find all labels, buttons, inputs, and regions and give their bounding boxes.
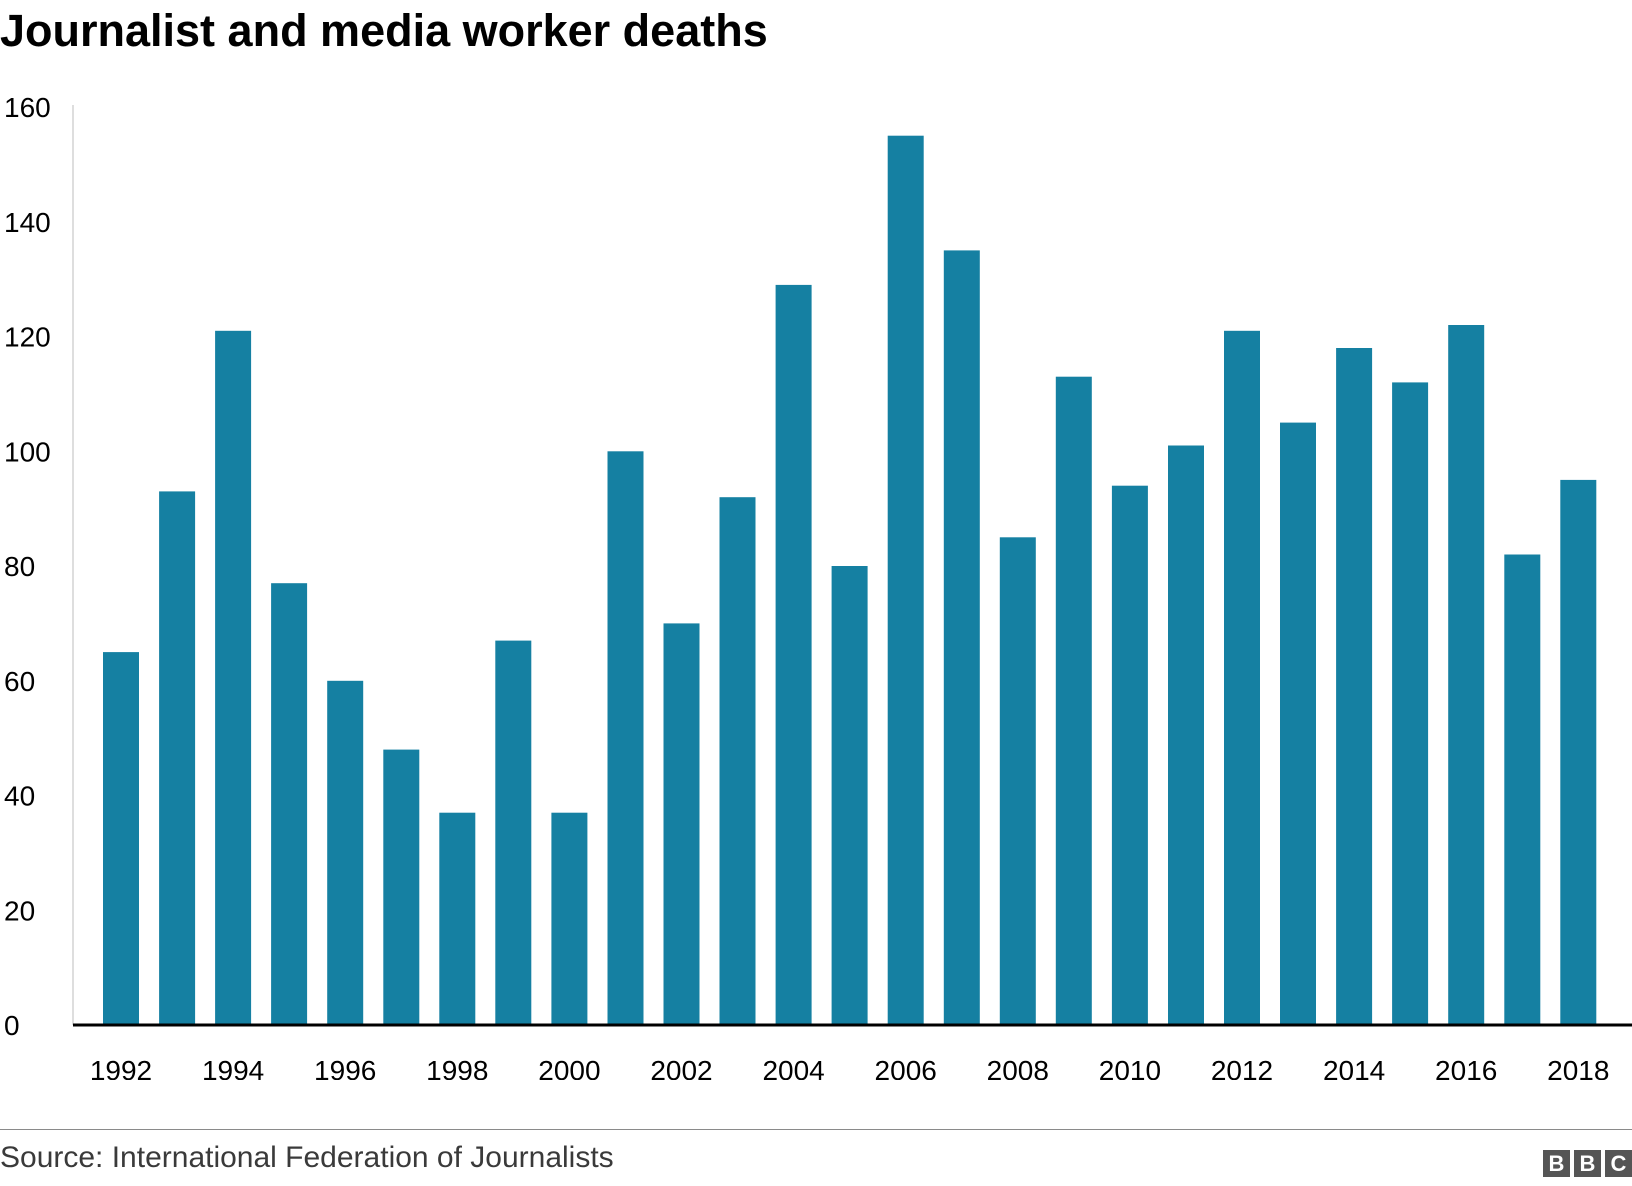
bar bbox=[1055, 376, 1092, 1025]
y-tick-label: 80 bbox=[4, 551, 35, 582]
bar bbox=[775, 284, 812, 1025]
x-tick-label: 1994 bbox=[202, 1055, 264, 1080]
x-tick-label: 2014 bbox=[1323, 1055, 1385, 1080]
y-tick-label: 60 bbox=[4, 666, 35, 697]
x-tick-label: 2000 bbox=[538, 1055, 600, 1080]
y-tick-label: 160 bbox=[4, 92, 51, 123]
bbc-logo-letter: B bbox=[1574, 1150, 1601, 1177]
bar bbox=[271, 583, 308, 1025]
bar bbox=[1392, 382, 1429, 1025]
bar bbox=[1560, 479, 1597, 1025]
x-tick-label: 2006 bbox=[875, 1055, 937, 1080]
bar bbox=[1111, 485, 1148, 1025]
bar bbox=[1448, 325, 1485, 1025]
bar bbox=[831, 566, 868, 1025]
y-tick-label: 40 bbox=[4, 781, 35, 812]
x-tick-label: 2010 bbox=[1099, 1055, 1161, 1080]
bar bbox=[215, 330, 252, 1025]
y-tick-label: 140 bbox=[4, 207, 51, 238]
bar bbox=[999, 537, 1036, 1025]
bar bbox=[607, 451, 644, 1026]
chart-title: Journalist and media worker deaths bbox=[0, 5, 768, 56]
x-tick-label: 1996 bbox=[314, 1055, 376, 1080]
bar bbox=[719, 497, 756, 1025]
y-tick-label: 0 bbox=[4, 1010, 20, 1041]
bar-chart: 0 20 40 60 80 100 120 140 160 1992 1994 1996 1998 200… bbox=[4, 92, 1632, 1080]
bar bbox=[1168, 445, 1204, 1025]
source-note: Source: International Federation of Jour… bbox=[0, 1141, 614, 1174]
bar bbox=[1224, 330, 1260, 1025]
bar bbox=[551, 812, 588, 1025]
x-tick-label: 2002 bbox=[650, 1055, 712, 1080]
x-tick-label: 2012 bbox=[1211, 1055, 1273, 1080]
bar bbox=[887, 135, 924, 1025]
bar bbox=[1336, 348, 1373, 1025]
x-tick-label: 2004 bbox=[762, 1055, 824, 1080]
bar bbox=[439, 812, 476, 1025]
bar bbox=[103, 652, 139, 1025]
bar bbox=[159, 491, 196, 1025]
bbc-logo-letter: C bbox=[1605, 1150, 1632, 1177]
y-tick-label: 100 bbox=[4, 436, 51, 467]
bbc-logo-letter: B bbox=[1543, 1150, 1570, 1177]
y-tick-label: 120 bbox=[4, 322, 51, 353]
x-tick-label: 2018 bbox=[1547, 1055, 1609, 1080]
bar bbox=[1280, 422, 1316, 1026]
bar bbox=[1504, 554, 1541, 1025]
x-tick-label: 1992 bbox=[90, 1055, 152, 1080]
bar bbox=[495, 640, 532, 1025]
bar bbox=[663, 623, 700, 1025]
x-tick-label: 2016 bbox=[1435, 1055, 1497, 1080]
bar bbox=[327, 680, 364, 1026]
x-tick-label: 1998 bbox=[426, 1055, 488, 1080]
x-tick-label: 2008 bbox=[987, 1055, 1049, 1080]
footer-divider bbox=[0, 1129, 1632, 1130]
bar bbox=[943, 250, 980, 1025]
bbc-logo: B B C bbox=[1543, 1150, 1632, 1177]
y-tick-label: 20 bbox=[4, 895, 35, 926]
bar bbox=[383, 749, 420, 1025]
